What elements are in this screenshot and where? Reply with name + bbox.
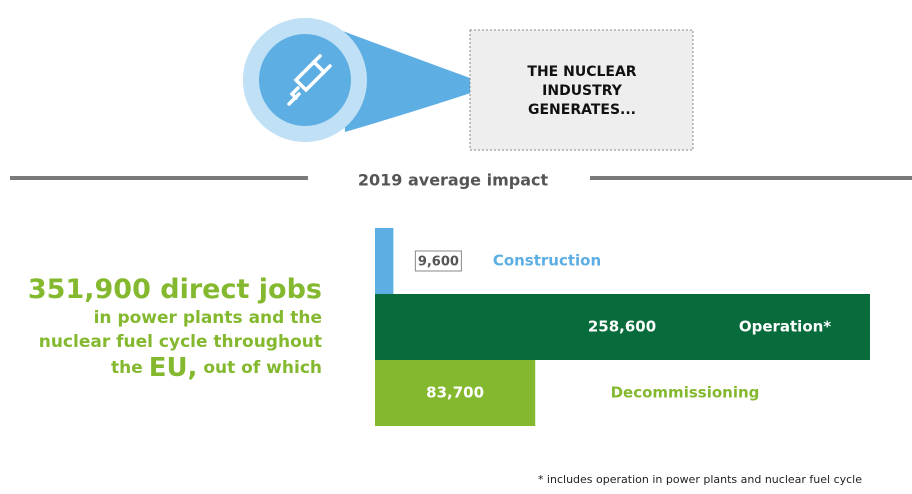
- bar: [375, 228, 394, 294]
- headline-unit: direct jobs: [160, 274, 322, 305]
- headline-text: the: [111, 358, 143, 378]
- headline-text: in power plants and the: [94, 308, 322, 328]
- footnote: * includes operation in power plants and…: [538, 473, 862, 486]
- callout-box: [469, 29, 694, 151]
- callout-text: INDUSTRY: [542, 83, 623, 99]
- headline-text: the EU, out of which: [111, 353, 322, 383]
- value-label: 9,600: [418, 255, 459, 270]
- headline: 351,900 direct jobs: [28, 274, 322, 305]
- divider: [10, 176, 308, 180]
- divider: [590, 176, 912, 180]
- bar: [375, 360, 536, 426]
- chart-title: 2019 average impact: [358, 171, 549, 190]
- value-label: 258,600: [588, 318, 656, 336]
- headline-emphasis: EU,: [149, 353, 198, 383]
- value-label-box: [414, 250, 462, 272]
- headline-text: out of which: [203, 358, 322, 378]
- headline-text: nuclear fuel cycle throughout: [39, 332, 322, 352]
- bar: [375, 294, 870, 360]
- icon-circle: [259, 34, 351, 126]
- headline-number: 351,900: [28, 274, 151, 305]
- category-label: Operation*: [739, 318, 831, 336]
- value-label: 83,700: [426, 384, 484, 402]
- callout-text: GENERATES...: [528, 102, 636, 118]
- callout-text: THE NUCLEAR: [527, 64, 636, 80]
- category-label: Construction: [493, 252, 601, 270]
- plug-icon: [287, 54, 332, 106]
- category-label: Decommissioning: [611, 384, 760, 402]
- callout-pointer: [340, 30, 492, 132]
